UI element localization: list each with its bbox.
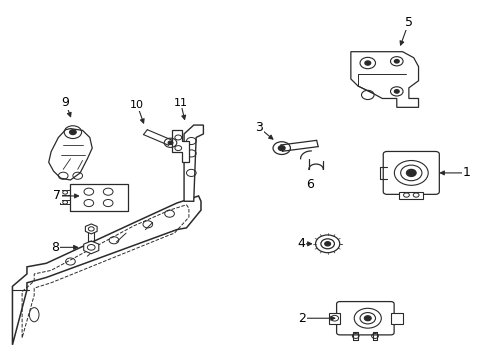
Text: 9: 9 (61, 96, 69, 109)
Polygon shape (12, 196, 201, 345)
Circle shape (393, 90, 398, 93)
Text: 2: 2 (298, 312, 306, 325)
Text: 7: 7 (53, 189, 61, 202)
Polygon shape (85, 224, 97, 234)
Circle shape (364, 61, 370, 65)
Polygon shape (398, 192, 423, 199)
Text: 3: 3 (255, 121, 263, 134)
Polygon shape (49, 129, 92, 180)
Text: 4: 4 (297, 237, 305, 250)
Circle shape (278, 145, 285, 150)
Text: 10: 10 (130, 100, 144, 110)
Circle shape (168, 141, 173, 145)
Circle shape (393, 59, 398, 63)
Circle shape (406, 169, 415, 176)
Circle shape (364, 316, 370, 321)
FancyBboxPatch shape (70, 184, 127, 211)
Text: 11: 11 (173, 98, 187, 108)
Text: 1: 1 (462, 166, 470, 179)
Text: 6: 6 (305, 178, 313, 191)
Polygon shape (183, 125, 203, 201)
Polygon shape (390, 313, 402, 324)
Circle shape (69, 130, 76, 135)
Text: 5: 5 (404, 16, 412, 29)
Polygon shape (350, 52, 418, 107)
Polygon shape (83, 241, 99, 254)
Circle shape (324, 242, 330, 246)
Ellipse shape (29, 307, 39, 322)
Text: 8: 8 (51, 241, 59, 254)
FancyBboxPatch shape (336, 302, 393, 335)
Polygon shape (172, 130, 188, 162)
FancyBboxPatch shape (383, 152, 438, 194)
Polygon shape (329, 313, 339, 324)
